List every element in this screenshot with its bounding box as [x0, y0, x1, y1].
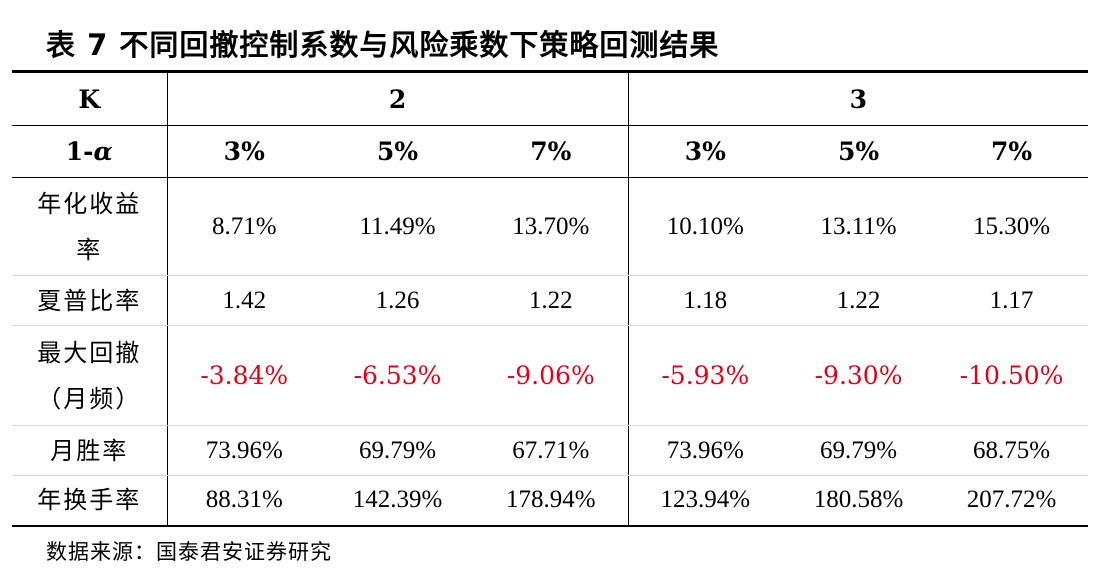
table-cell-negative: -9.06% — [474, 325, 629, 426]
table-cell: 1.17 — [935, 275, 1089, 326]
k-value-3: 3 — [628, 70, 1089, 126]
table-row: 年化收益率 8.71% 11.49% 13.70% 10.10% 13.11% … — [12, 177, 1089, 276]
alpha-symbol: α — [93, 137, 113, 166]
table-cell: 88.31% — [167, 475, 321, 527]
table-cell: 178.94% — [474, 475, 629, 527]
alpha-header: 7% — [935, 125, 1089, 178]
table-row: 最大回撤（月频） -3.84% -6.53% -9.06% -5.93% -9.… — [12, 325, 1089, 426]
table-cell: 73.96% — [628, 425, 783, 476]
header-row-k: K 2 3 — [12, 70, 1089, 126]
table-cell: 8.71% — [167, 177, 321, 276]
table-cell: 73.96% — [167, 425, 321, 476]
row-label: 夏普比率 — [12, 275, 168, 326]
source-note: 数据来源：国泰君安证券研究 — [46, 540, 332, 564]
alpha-header: 3% — [167, 125, 321, 178]
alpha-header: 5% — [782, 125, 936, 178]
table-cell: 15.30% — [935, 177, 1089, 276]
alpha-header: 7% — [474, 125, 629, 178]
row-label: 年换手率 — [12, 475, 168, 527]
table-cell-negative: -3.84% — [167, 325, 321, 426]
row-label-text: 年化收益率 — [37, 189, 142, 264]
table-cell: 13.11% — [782, 177, 936, 276]
k-value-2: 2 — [167, 70, 629, 126]
table-cell: 142.39% — [321, 475, 474, 527]
table-cell-negative: -9.30% — [782, 325, 936, 426]
table-cell: 11.49% — [321, 177, 474, 276]
results-table: K 2 3 1-α 3% 5% 7% 3% 5% 7% 年化收益率 8.71% … — [12, 70, 1089, 527]
header-row-alpha: 1-α 3% 5% 7% 3% 5% 7% — [12, 125, 1089, 178]
table-cell: 207.72% — [935, 475, 1089, 527]
table-cell-negative: -5.93% — [628, 325, 783, 426]
alpha-header: 3% — [628, 125, 783, 178]
table-cell: 1.22 — [782, 275, 936, 326]
row-label: 年化收益率 — [12, 177, 168, 276]
table-cell: 1.22 — [474, 275, 629, 326]
table-cell: 69.79% — [321, 425, 474, 476]
row-label-text: 最大回撤（月频） — [37, 338, 142, 413]
alpha-header: 5% — [321, 125, 474, 178]
table-cell: 13.70% — [474, 177, 629, 276]
table-title: 表 7 不同回撤控制系数与风险乘数下策略回测结果 — [46, 28, 720, 62]
table-cell-negative: -10.50% — [935, 325, 1089, 426]
table-cell: 1.26 — [321, 275, 474, 326]
table-row: 夏普比率 1.42 1.26 1.22 1.18 1.22 1.17 — [12, 275, 1089, 326]
table-cell: 68.75% — [935, 425, 1089, 476]
table-cell: 180.58% — [782, 475, 936, 527]
k-label: K — [12, 70, 168, 126]
row-label: 最大回撤（月频） — [12, 325, 168, 426]
alpha-prefix: 1- — [65, 137, 94, 166]
table-row: 月胜率 73.96% 69.79% 67.71% 73.96% 69.79% 6… — [12, 425, 1089, 476]
table-cell: 10.10% — [628, 177, 783, 276]
table-cell: 67.71% — [474, 425, 629, 476]
table-cell: 1.42 — [167, 275, 321, 326]
table-cell: 69.79% — [782, 425, 936, 476]
table-cell: 1.18 — [628, 275, 783, 326]
table-cell-negative: -6.53% — [321, 325, 474, 426]
alpha-label: 1-α — [12, 125, 168, 178]
table-cell: 123.94% — [628, 475, 783, 527]
row-label: 月胜率 — [12, 425, 168, 476]
table-row: 年换手率 88.31% 142.39% 178.94% 123.94% 180.… — [12, 475, 1089, 527]
